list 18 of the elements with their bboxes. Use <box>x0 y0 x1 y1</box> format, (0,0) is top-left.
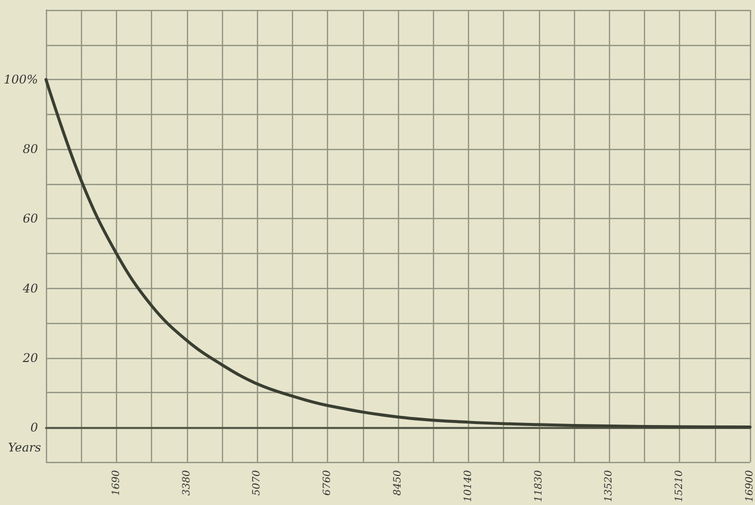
x-tick-label: 8450 <box>392 470 404 496</box>
x-tick-label: 5070 <box>252 470 263 496</box>
x-axis-title: Years <box>8 440 41 454</box>
x-tick-label: 6760 <box>322 470 334 496</box>
y-tick-label: 60 <box>22 212 38 226</box>
x-tick-label: 11830 <box>533 470 544 502</box>
y-tick-label: 20 <box>22 350 38 365</box>
x-tick-label: 1690 <box>110 470 122 496</box>
y-tick-label: 40 <box>22 281 38 296</box>
x-tick-label: 13520 <box>604 470 615 502</box>
y-tick-label: 0 <box>30 420 38 434</box>
line-series <box>44 78 752 429</box>
x-tick-label: 15210 <box>674 470 686 502</box>
y-tick-label: 80 <box>22 142 38 156</box>
x-tick-label: 16900 <box>744 470 755 502</box>
y-tick-label: 100% <box>4 72 38 87</box>
x-tick-label: 3380 <box>181 470 192 496</box>
x-tick-label: 10140 <box>462 470 474 502</box>
